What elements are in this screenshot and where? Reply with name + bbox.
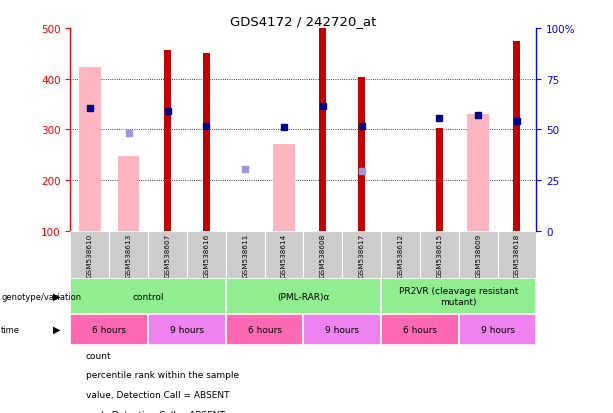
Text: GSM538616: GSM538616 — [204, 234, 210, 278]
Text: PR2VR (cleavage resistant
mutant): PR2VR (cleavage resistant mutant) — [399, 287, 519, 306]
Bar — [265, 231, 303, 279]
Text: ▶: ▶ — [53, 324, 60, 335]
Bar — [459, 314, 536, 345]
Text: GSM538611: GSM538611 — [242, 234, 248, 278]
Bar — [381, 231, 420, 279]
Text: time: time — [1, 325, 20, 334]
Text: GSM538618: GSM538618 — [514, 234, 520, 278]
Bar — [498, 231, 536, 279]
Text: GSM538608: GSM538608 — [320, 234, 326, 278]
Bar — [70, 279, 226, 314]
Bar — [468, 115, 489, 231]
Title: GDS4172 / 242720_at: GDS4172 / 242720_at — [230, 15, 376, 28]
Text: GSM538615: GSM538615 — [436, 234, 443, 278]
Bar — [70, 314, 148, 345]
Text: GSM538614: GSM538614 — [281, 234, 287, 278]
Bar — [226, 314, 303, 345]
Bar — [273, 145, 295, 231]
Text: 6 hours: 6 hours — [403, 325, 437, 334]
Text: 6 hours: 6 hours — [248, 325, 281, 334]
Text: rank, Detection Call = ABSENT: rank, Detection Call = ABSENT — [86, 410, 225, 413]
Bar — [70, 231, 109, 279]
Bar — [226, 279, 381, 314]
Bar — [436, 129, 443, 231]
Bar — [226, 231, 265, 279]
Bar — [342, 231, 381, 279]
Text: control: control — [132, 292, 164, 301]
Bar — [118, 157, 139, 231]
Bar — [358, 78, 365, 231]
Bar — [187, 231, 226, 279]
Text: 6 hours: 6 hours — [93, 325, 126, 334]
Text: GSM538612: GSM538612 — [397, 234, 403, 278]
Bar — [319, 29, 326, 231]
Bar — [303, 231, 342, 279]
Bar — [148, 314, 226, 345]
Bar — [109, 231, 148, 279]
Text: GSM538617: GSM538617 — [359, 234, 365, 278]
Text: (PML-RAR)α: (PML-RAR)α — [277, 292, 330, 301]
Text: GSM538613: GSM538613 — [126, 234, 132, 278]
Text: count: count — [86, 351, 112, 360]
Text: value, Detection Call = ABSENT: value, Detection Call = ABSENT — [86, 390, 229, 399]
Text: GSM538609: GSM538609 — [475, 234, 481, 278]
Bar — [164, 51, 171, 231]
Bar — [381, 314, 459, 345]
Bar — [459, 231, 498, 279]
Text: GSM538610: GSM538610 — [87, 234, 93, 278]
Bar — [79, 67, 101, 231]
Bar — [420, 231, 459, 279]
Text: percentile rank within the sample: percentile rank within the sample — [86, 370, 239, 380]
Text: ▶: ▶ — [53, 291, 60, 301]
Bar — [203, 54, 210, 231]
Text: 9 hours: 9 hours — [481, 325, 514, 334]
Bar — [303, 314, 381, 345]
Text: GSM538607: GSM538607 — [164, 234, 170, 278]
Text: genotype/variation: genotype/variation — [1, 292, 82, 301]
Text: 9 hours: 9 hours — [326, 325, 359, 334]
Bar — [381, 279, 536, 314]
Bar — [514, 42, 520, 231]
Text: 9 hours: 9 hours — [170, 325, 204, 334]
Bar — [148, 231, 187, 279]
